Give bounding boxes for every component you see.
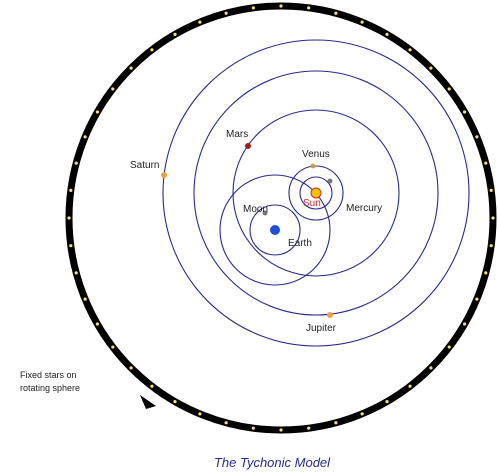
star-dot (95, 110, 100, 114)
star-dot (307, 426, 311, 430)
star-dot (429, 66, 433, 70)
star-dot (198, 412, 202, 416)
star-dot (385, 32, 389, 37)
star-dot (279, 428, 283, 432)
star-dot (334, 11, 338, 15)
star-dot (462, 110, 467, 114)
saturn-orbit (162, 39, 470, 347)
star-dot (334, 421, 338, 425)
earth-label: Earth (288, 238, 312, 249)
star-dot (69, 244, 73, 248)
star-dot (475, 297, 479, 301)
fixed-stars-label: rotating sphere (20, 383, 80, 393)
saturn-label: Saturn (130, 160, 159, 171)
earth (270, 225, 280, 235)
star-dot (360, 412, 364, 416)
star-dot (67, 216, 71, 220)
star-dot (279, 4, 283, 8)
star-dot (489, 188, 493, 192)
jupiter (327, 312, 333, 318)
star-dot (251, 426, 255, 430)
venus (310, 163, 316, 169)
moon-label: Moon (243, 204, 268, 215)
star-dot (484, 271, 488, 275)
star-dot (74, 161, 78, 165)
star-dot (408, 48, 412, 52)
star-dot (173, 32, 177, 37)
jupiter-orbit (193, 70, 439, 316)
star-dot (408, 384, 412, 388)
star-dot (74, 271, 78, 275)
star-dot (150, 48, 154, 52)
star-dot (491, 216, 495, 220)
rotation-arrow (140, 395, 156, 409)
venus-label: Venus (302, 149, 330, 160)
star-dot (95, 322, 100, 326)
star-dot (224, 11, 228, 15)
star-dot (83, 135, 87, 139)
venus-orbit (288, 165, 344, 221)
mercury-orbit (299, 176, 333, 210)
moon (262, 210, 268, 216)
jupiter-label: Jupiter (306, 323, 337, 334)
star-dot (129, 366, 133, 370)
star-dot (447, 345, 451, 349)
star-dot (224, 421, 228, 425)
star-dot (489, 244, 493, 248)
fixed-stars-sphere (65, 2, 497, 434)
star-dot (447, 87, 451, 91)
star-dot (251, 6, 255, 10)
mars (245, 143, 251, 149)
caption: The Tychonic Model (214, 455, 331, 470)
star-dot (360, 20, 364, 24)
sun-orbit (219, 174, 331, 286)
mars-label: Mars (226, 129, 248, 140)
star-dot (429, 366, 433, 370)
star-dot (69, 188, 73, 192)
mercury-label: Mercury (346, 203, 382, 214)
star-dot (129, 66, 133, 70)
sun-label: Sun (303, 198, 321, 209)
star-sphere (65, 2, 497, 434)
star-dot (484, 161, 488, 165)
star-dot (385, 399, 389, 404)
fixed-stars-label: Fixed stars on (20, 370, 77, 380)
mercury (327, 178, 333, 184)
sun (310, 187, 322, 199)
star-dot (111, 87, 115, 91)
star-dot (111, 345, 115, 349)
star-dot (173, 399, 177, 404)
mars-orbit (232, 109, 400, 277)
star-dot (198, 20, 202, 24)
star-dot (150, 384, 154, 388)
saturn (161, 172, 167, 178)
star-dot (83, 297, 87, 301)
star-dot (462, 322, 467, 326)
star-dot (475, 135, 479, 139)
moon-orbit (249, 204, 301, 256)
star-dot (307, 6, 311, 10)
